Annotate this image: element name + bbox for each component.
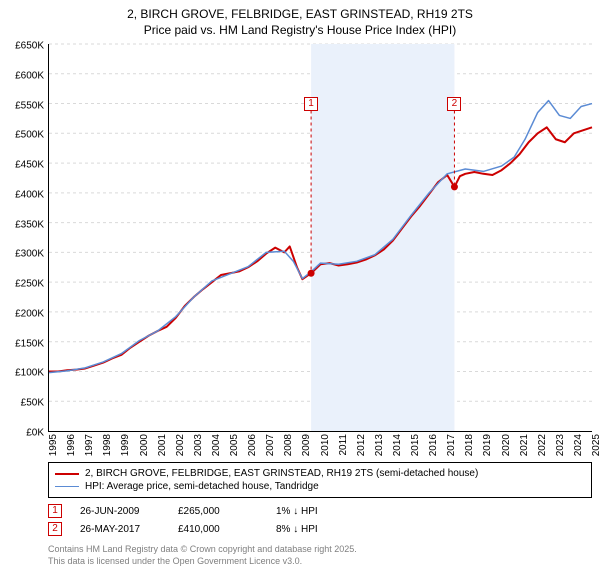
x-tick: 2015	[410, 434, 421, 456]
title-line-1: 2, BIRCH GROVE, FELBRIDGE, EAST GRINSTEA…	[0, 6, 600, 22]
sales-row: 2 26-MAY-2017 £410,000 8% ↓ HPI	[48, 520, 592, 538]
y-tick: £500K	[15, 130, 44, 141]
y-tick: £400K	[15, 189, 44, 200]
sale-dot-1	[308, 270, 315, 277]
sale-marker-2: 2	[447, 97, 461, 111]
y-tick: £0K	[26, 428, 44, 439]
x-tick: 2001	[157, 434, 168, 456]
x-tick: 2011	[338, 434, 349, 456]
x-tick: 1999	[120, 434, 131, 456]
y-tick: £50K	[21, 398, 44, 409]
title-block: 2, BIRCH GROVE, FELBRIDGE, EAST GRINSTEA…	[0, 0, 600, 38]
legend-label: HPI: Average price, semi-detached house,…	[85, 481, 319, 492]
plot-area: 12	[48, 44, 592, 432]
x-tick: 2000	[139, 434, 150, 456]
x-tick: 2018	[464, 434, 475, 456]
sale-marker-1: 1	[304, 97, 318, 111]
footer-line-2: This data is licensed under the Open Gov…	[48, 556, 592, 567]
x-tick: 1995	[48, 434, 59, 456]
y-tick: £300K	[15, 249, 44, 260]
footer-line-1: Contains HM Land Registry data © Crown c…	[48, 544, 592, 555]
chart-container: 2, BIRCH GROVE, FELBRIDGE, EAST GRINSTEA…	[0, 0, 600, 560]
x-tick: 2017	[446, 434, 457, 456]
x-tick: 1997	[84, 434, 95, 456]
sales-table: 1 26-JUN-2009 £265,000 1% ↓ HPI 2 26-MAY-2017…	[48, 502, 592, 538]
x-tick: 2007	[265, 434, 276, 456]
legend-swatch	[55, 473, 79, 475]
x-tick: 2005	[229, 434, 240, 456]
y-tick: £250K	[15, 279, 44, 290]
x-tick: 2021	[519, 434, 530, 456]
y-axis: £0K£50K£100K£150K£200K£250K£300K£350K£40…	[0, 46, 48, 434]
sales-row-delta: 8% ↓ HPI	[276, 524, 356, 535]
x-tick: 2013	[374, 434, 385, 456]
title-line-2: Price paid vs. HM Land Registry's House …	[0, 22, 600, 38]
x-tick: 2008	[283, 434, 294, 456]
x-tick: 2009	[301, 434, 312, 456]
legend-item: 2, BIRCH GROVE, FELBRIDGE, EAST GRINSTEA…	[55, 467, 585, 480]
legend-item: HPI: Average price, semi-detached house,…	[55, 480, 585, 493]
y-tick: £350K	[15, 219, 44, 230]
x-axis: 1995 1996 1997 1998 1999 2000 2001 2002 2003 2004…	[48, 432, 592, 460]
x-tick: 2004	[211, 434, 222, 456]
x-tick: 2023	[555, 434, 566, 456]
x-tick: 1996	[66, 434, 77, 456]
x-tick: 2016	[428, 434, 439, 456]
y-tick: £600K	[15, 70, 44, 81]
y-tick: £200K	[15, 308, 44, 319]
x-tick: 2025	[591, 434, 600, 456]
x-tick: 2006	[247, 434, 258, 456]
sales-row-price: £410,000	[178, 524, 258, 535]
chart-svg	[49, 44, 592, 431]
x-tick: 2022	[537, 434, 548, 456]
sale-dot-2	[451, 184, 458, 191]
x-tick: 2019	[482, 434, 493, 456]
y-tick: £450K	[15, 160, 44, 171]
legend-swatch	[55, 486, 79, 487]
legend-label: 2, BIRCH GROVE, FELBRIDGE, EAST GRINSTEA…	[85, 468, 478, 479]
x-tick: 2003	[193, 434, 204, 456]
y-tick: £150K	[15, 338, 44, 349]
x-tick: 2010	[320, 434, 331, 456]
sales-row-delta: 1% ↓ HPI	[276, 506, 356, 517]
x-tick: 2012	[356, 434, 367, 456]
sales-row-price: £265,000	[178, 506, 258, 517]
y-tick: £550K	[15, 100, 44, 111]
x-tick: 2020	[501, 434, 512, 456]
x-tick: 2024	[573, 434, 584, 456]
sales-row-date: 26-JUN-2009	[80, 506, 160, 517]
x-tick: 2002	[175, 434, 186, 456]
sales-row-marker: 1	[48, 504, 62, 518]
footer: Contains HM Land Registry data © Crown c…	[48, 544, 592, 567]
sales-row: 1 26-JUN-2009 £265,000 1% ↓ HPI	[48, 502, 592, 520]
legend: 2, BIRCH GROVE, FELBRIDGE, EAST GRINSTEA…	[48, 462, 592, 498]
sales-row-date: 26-MAY-2017	[80, 524, 160, 535]
sales-row-marker: 2	[48, 522, 62, 536]
y-tick: £650K	[15, 41, 44, 52]
y-tick: £100K	[15, 368, 44, 379]
x-tick: 1998	[102, 434, 113, 456]
x-tick: 2014	[392, 434, 403, 456]
